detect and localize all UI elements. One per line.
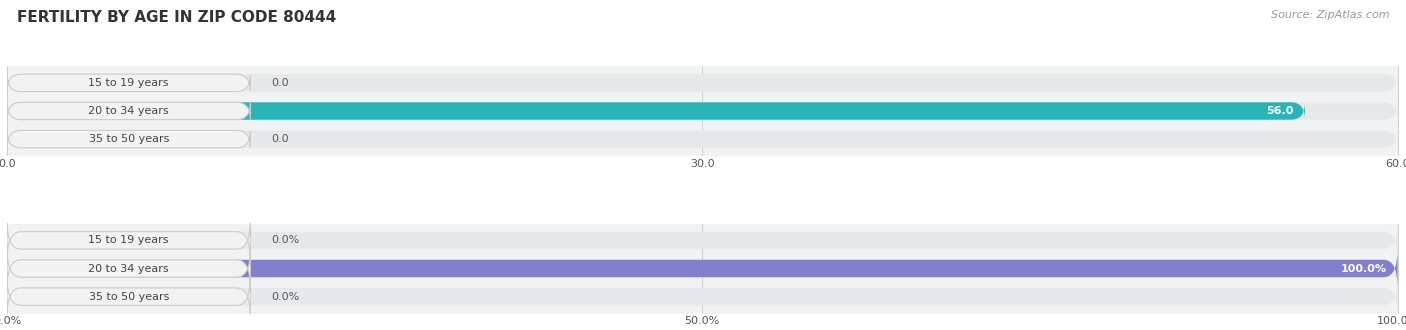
FancyBboxPatch shape xyxy=(7,249,1398,288)
FancyBboxPatch shape xyxy=(7,102,250,120)
FancyBboxPatch shape xyxy=(7,130,1398,148)
Text: 0.0%: 0.0% xyxy=(271,235,299,246)
FancyBboxPatch shape xyxy=(7,130,250,148)
FancyBboxPatch shape xyxy=(7,102,1305,120)
FancyBboxPatch shape xyxy=(7,74,1398,92)
Text: Source: ZipAtlas.com: Source: ZipAtlas.com xyxy=(1271,10,1389,20)
Text: 20 to 34 years: 20 to 34 years xyxy=(89,106,169,116)
FancyBboxPatch shape xyxy=(7,221,1398,260)
FancyBboxPatch shape xyxy=(7,221,250,260)
FancyBboxPatch shape xyxy=(7,277,250,316)
Text: 35 to 50 years: 35 to 50 years xyxy=(89,292,169,302)
Text: 0.0: 0.0 xyxy=(271,78,288,88)
FancyBboxPatch shape xyxy=(7,102,1398,120)
Text: 0.0%: 0.0% xyxy=(271,292,299,302)
Text: FERTILITY BY AGE IN ZIP CODE 80444: FERTILITY BY AGE IN ZIP CODE 80444 xyxy=(17,10,336,25)
Text: 56.0: 56.0 xyxy=(1267,106,1294,116)
FancyBboxPatch shape xyxy=(7,74,250,92)
Text: 15 to 19 years: 15 to 19 years xyxy=(89,78,169,88)
Text: 35 to 50 years: 35 to 50 years xyxy=(89,134,169,144)
FancyBboxPatch shape xyxy=(7,249,250,288)
Text: 100.0%: 100.0% xyxy=(1340,263,1386,274)
FancyBboxPatch shape xyxy=(7,277,1398,316)
Text: 20 to 34 years: 20 to 34 years xyxy=(89,263,169,274)
Text: 0.0: 0.0 xyxy=(271,134,288,144)
FancyBboxPatch shape xyxy=(7,249,1398,288)
Text: 15 to 19 years: 15 to 19 years xyxy=(89,235,169,246)
